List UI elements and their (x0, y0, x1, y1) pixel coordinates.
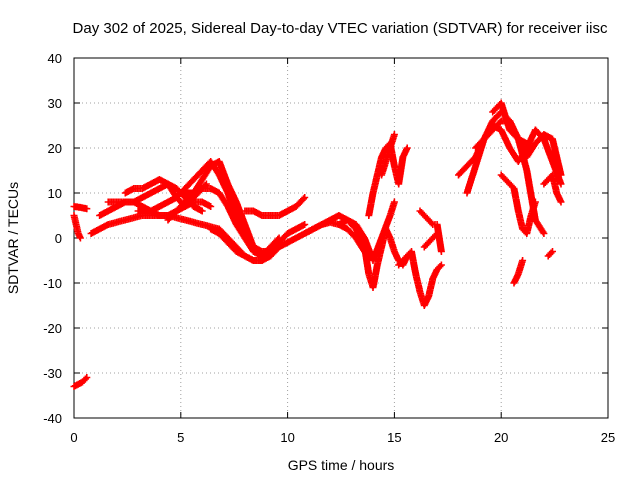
series-AA (510, 257, 527, 287)
y-tick-label: -40 (43, 411, 62, 426)
series-markers (177, 185, 274, 255)
chart-title: Day 302 of 2025, Sidereal Day-to-day VTE… (73, 20, 608, 37)
series-L (241, 194, 309, 219)
x-tick-label: 0 (70, 430, 77, 445)
series-markers (497, 171, 539, 237)
series-markers (531, 126, 565, 188)
series-A (70, 212, 84, 242)
y-tick-label: -30 (43, 366, 62, 381)
y-tick-label: -10 (43, 276, 62, 291)
x-tick-label: 10 (280, 430, 294, 445)
y-axis-label: SDTVAR / TECUs (5, 182, 21, 294)
series-markers (540, 171, 565, 206)
series-markers (335, 198, 398, 264)
series-markers (416, 207, 445, 255)
series-O (365, 140, 411, 219)
x-tick-label: 5 (177, 430, 184, 445)
data-points (70, 99, 565, 390)
y-tick-label: 40 (48, 51, 62, 66)
series-AB (544, 248, 556, 260)
series-X (497, 171, 539, 237)
series-markers (241, 194, 309, 219)
series-N (335, 198, 398, 264)
series-markers (420, 230, 441, 251)
series-B (70, 374, 91, 390)
series-markers (365, 140, 411, 219)
series-markers (544, 248, 556, 260)
series-Y (531, 126, 565, 188)
grid-lines (74, 58, 608, 418)
series-P (378, 131, 398, 179)
series-K (207, 221, 309, 264)
series-Z (540, 171, 565, 206)
series-J (177, 185, 274, 255)
series-Q (395, 248, 445, 309)
series-R (416, 207, 445, 255)
y-tick-label: 10 (48, 186, 62, 201)
y-tick-label: -20 (43, 321, 62, 336)
series-markers (510, 257, 527, 287)
series-markers (70, 374, 91, 390)
series-S (420, 230, 441, 251)
series-markers (378, 131, 398, 179)
y-tick-label: 30 (48, 96, 62, 111)
y-tick-label: 0 (55, 231, 62, 246)
series-markers (207, 221, 309, 264)
series-C (70, 203, 91, 213)
series-markers (70, 212, 84, 242)
series-markers (489, 99, 531, 147)
x-axis-label: GPS time / hours (288, 457, 395, 473)
axis-ticks: 0 5 10 15 20 25 -40 -30 -20 -10 0 10 20 30 40 (43, 51, 615, 445)
x-tick-label: 20 (494, 430, 508, 445)
x-tick-label: 25 (601, 430, 615, 445)
series-W (489, 99, 531, 147)
series-markers (70, 203, 91, 213)
series-markers (395, 248, 445, 309)
x-tick-label: 15 (387, 430, 401, 445)
y-tick-label: 20 (48, 141, 62, 156)
